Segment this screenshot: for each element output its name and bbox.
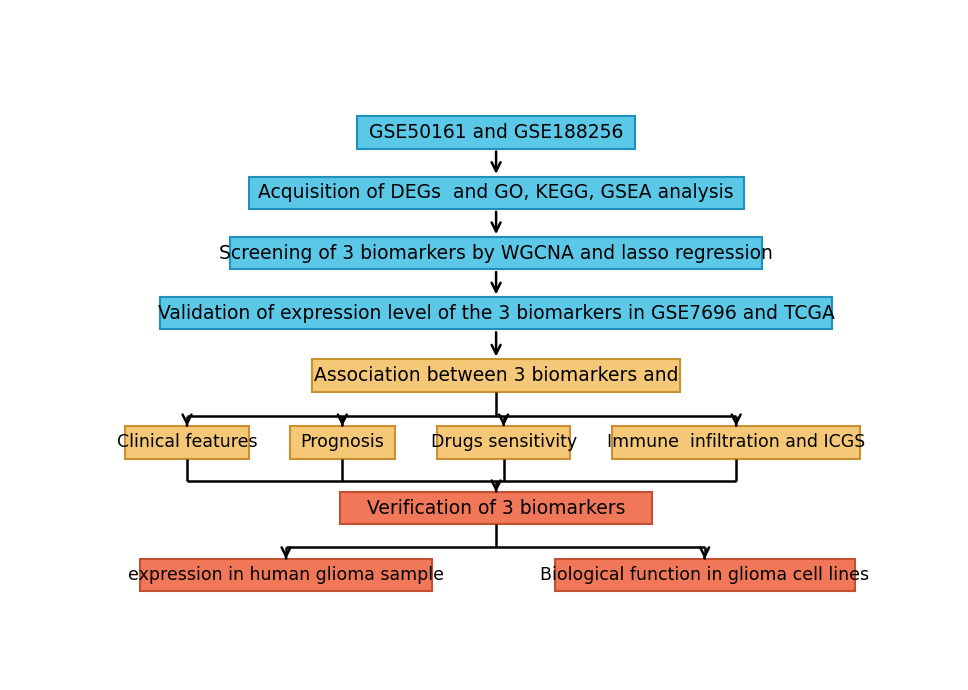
FancyBboxPatch shape <box>613 426 860 458</box>
Text: Biological function in glioma cell lines: Biological function in glioma cell lines <box>540 566 869 584</box>
Text: Clinical features: Clinical features <box>117 433 257 451</box>
Text: GSE50161 and GSE188256: GSE50161 and GSE188256 <box>369 123 623 142</box>
FancyBboxPatch shape <box>313 359 680 392</box>
FancyBboxPatch shape <box>139 559 433 591</box>
FancyBboxPatch shape <box>555 559 855 591</box>
Text: Prognosis: Prognosis <box>300 433 384 451</box>
FancyBboxPatch shape <box>249 177 743 209</box>
FancyBboxPatch shape <box>289 426 395 458</box>
FancyBboxPatch shape <box>229 237 763 269</box>
Text: Acquisition of DEGs  and GO, KEGG, GSEA analysis: Acquisition of DEGs and GO, KEGG, GSEA a… <box>258 184 734 202</box>
Text: Drugs sensitivity: Drugs sensitivity <box>431 433 577 451</box>
Text: Verification of 3 biomarkers: Verification of 3 biomarkers <box>367 499 625 518</box>
FancyBboxPatch shape <box>161 297 832 330</box>
Text: expression in human glioma sample: expression in human glioma sample <box>128 566 444 584</box>
FancyBboxPatch shape <box>125 426 249 458</box>
FancyBboxPatch shape <box>357 117 635 149</box>
Text: Association between 3 biomarkers and: Association between 3 biomarkers and <box>314 366 679 385</box>
Text: Screening of 3 biomarkers by WGCNA and lasso regression: Screening of 3 biomarkers by WGCNA and l… <box>219 244 773 263</box>
Text: Validation of expression level of the 3 biomarkers in GSE7696 and TCGA: Validation of expression level of the 3 … <box>158 304 834 323</box>
Text: Immune  infiltration and ICGS: Immune infiltration and ICGS <box>607 433 865 451</box>
FancyBboxPatch shape <box>341 492 651 524</box>
FancyBboxPatch shape <box>437 426 570 458</box>
